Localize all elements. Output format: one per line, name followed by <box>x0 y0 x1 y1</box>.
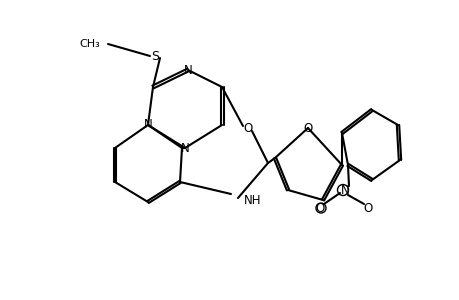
Text: S: S <box>151 50 159 62</box>
Text: O: O <box>315 202 324 214</box>
Text: CH₃: CH₃ <box>79 39 100 49</box>
Text: N: N <box>143 118 152 131</box>
Text: O: O <box>363 202 372 214</box>
Text: NH: NH <box>243 194 261 208</box>
Text: N: N <box>183 64 192 76</box>
Text: O: O <box>243 122 252 134</box>
Text: N: N <box>180 142 189 154</box>
Text: N: N <box>340 184 349 196</box>
Text: O: O <box>303 122 312 134</box>
